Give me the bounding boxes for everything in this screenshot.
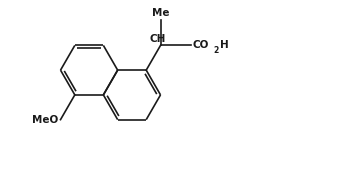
Text: 2: 2 — [213, 46, 219, 55]
Text: CH: CH — [150, 34, 166, 44]
Text: H: H — [220, 40, 228, 50]
Text: MeO: MeO — [32, 115, 58, 125]
Text: CO: CO — [193, 40, 209, 50]
Text: Me: Me — [152, 8, 169, 18]
